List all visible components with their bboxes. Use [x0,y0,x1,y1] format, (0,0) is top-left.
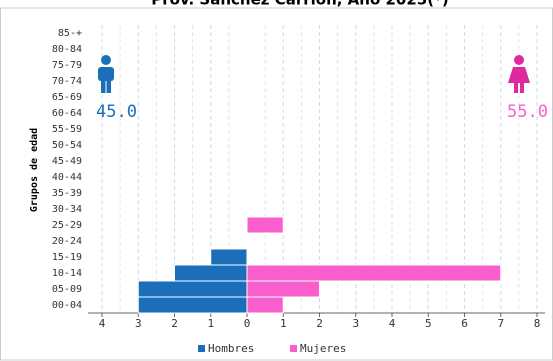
y-axis-label: Grupos de edad [29,128,40,212]
bar [137,296,248,314]
x-tick-label: 5 [425,317,432,330]
y-tick-label: 65-69 [52,92,82,103]
bar [174,264,248,282]
x-tick-label: 0 [244,317,251,330]
x-tick-label: 4 [99,317,106,330]
y-tick-label: 85-+ [58,28,82,39]
y-tick-label: 45-49 [52,156,82,167]
legend-swatch [290,345,297,352]
y-tick-label: 15-19 [52,252,82,263]
x-tick-label: 3 [135,317,142,330]
bar [246,216,284,234]
y-tick-label: 50-54 [52,140,82,151]
y-tick-label: 80-84 [52,44,82,55]
bar [246,280,320,298]
y-tick-label: 00-04 [52,300,82,311]
bar [246,296,284,314]
y-tick-label: 25-29 [52,220,82,231]
y-tick-label: 70-74 [52,76,82,87]
y-tick-label: 40-44 [52,172,82,183]
x-tick-label: 2 [171,317,178,330]
y-tick-label: 35-39 [52,188,82,199]
bar [246,264,502,282]
bar [210,248,248,266]
y-tick-label: 55-59 [52,124,82,135]
x-tick-label: 7 [497,317,504,330]
y-tick-label: 10-14 [52,268,82,279]
y-tick-label: 60-64 [52,108,82,119]
x-tick-label: 4 [389,317,396,330]
x-tick-label: 2 [316,317,323,330]
male-share: 45.0 [96,102,137,122]
legend-swatch [198,345,205,352]
y-tick-label: 05-09 [52,284,82,295]
legend-label: Mujeres [300,342,346,355]
legend-label: Hombres [208,342,254,355]
chart-title: Prov. Sánchez Carrión, Año 2025(*) [151,0,449,9]
y-tick-label: 75-79 [52,60,82,71]
x-tick-label: 3 [352,317,359,330]
x-tick-label: 1 [280,317,287,330]
x-tick-label: 8 [534,317,541,330]
female-share: 55.0 [507,102,548,122]
x-tick-label: 6 [461,317,468,330]
x-tick-label: 1 [207,317,214,330]
y-tick-label: 30-34 [52,204,82,215]
bar [137,280,248,298]
male-icon [98,55,114,93]
y-tick-label: 20-24 [52,236,82,247]
female-icon [508,55,530,93]
